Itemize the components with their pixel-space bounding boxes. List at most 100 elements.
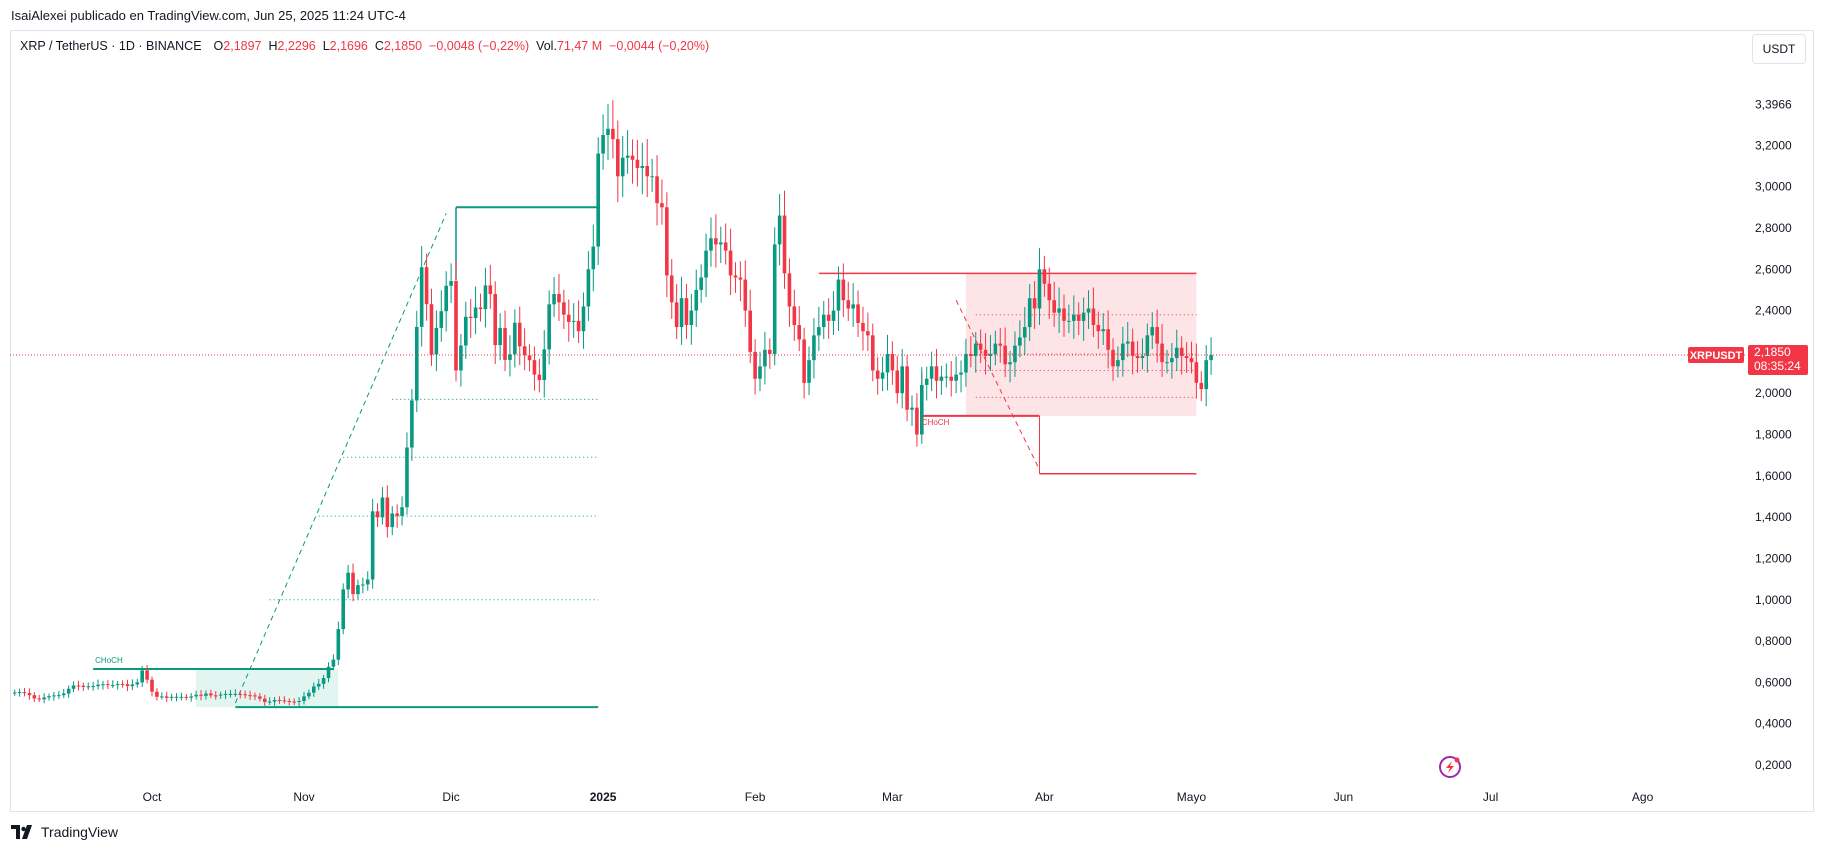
price-tick-label: 1,4000 (1755, 510, 1792, 524)
candle (1013, 331, 1017, 377)
candle-body (714, 238, 718, 245)
candle (262, 694, 267, 706)
candle (209, 689, 213, 699)
symbol-title[interactable]: XRP / TetherUS · 1D · BINANCE (20, 39, 202, 53)
candle-body (223, 693, 228, 695)
candle (1008, 351, 1012, 383)
candle-body (821, 314, 826, 328)
badge-symbol: XRPUSDT (1690, 350, 1743, 362)
candle-body (1179, 347, 1184, 357)
candle-body (532, 360, 537, 375)
candle-body (954, 374, 958, 381)
candle (493, 281, 498, 364)
time-tick-label: Ago (1632, 790, 1654, 804)
candle (71, 681, 76, 693)
candle-body (1150, 327, 1155, 336)
candle (204, 690, 208, 700)
candle-body (596, 153, 600, 247)
candle (973, 332, 978, 373)
lightning-bolt-icon[interactable] (1439, 756, 1461, 778)
candle-body (748, 310, 752, 352)
time-tick-label: Mar (882, 790, 903, 804)
candle-body (988, 353, 993, 357)
candle-body (620, 157, 625, 177)
candle-body (689, 310, 694, 326)
candle-body (537, 374, 542, 380)
candle-body (1091, 308, 1096, 326)
candle-body (782, 215, 787, 274)
time-tick-label: 2025 (590, 790, 617, 804)
candle (910, 395, 914, 426)
candle (728, 228, 733, 296)
candle-body (120, 684, 125, 686)
currency-button[interactable]: USDT (1752, 34, 1806, 64)
candle-body (1106, 329, 1110, 350)
candle (42, 693, 46, 704)
candle-body (1072, 314, 1076, 321)
candle-body (1160, 343, 1164, 363)
candle (498, 313, 502, 361)
price-tick-label: 3,0000 (1755, 180, 1792, 194)
candle-body (733, 275, 738, 278)
candle-body (787, 273, 792, 307)
candle (1135, 340, 1140, 373)
time-tick-label: Jun (1334, 790, 1353, 804)
volume-label: Vol. (536, 39, 557, 53)
candle (405, 432, 409, 515)
candle-body (262, 698, 267, 702)
candle-body (204, 693, 208, 696)
candle (312, 682, 316, 697)
tradingview-brand[interactable]: TradingView (11, 824, 118, 840)
candle-body (331, 659, 336, 667)
candle (248, 690, 252, 700)
candle (174, 693, 179, 702)
candle (772, 227, 777, 366)
candle (1052, 281, 1056, 327)
candle-body (655, 176, 659, 204)
candle (1174, 329, 1179, 372)
candle-body (292, 701, 296, 703)
candle-body (86, 686, 91, 688)
candle-body (444, 285, 448, 312)
candle-body (611, 128, 615, 140)
candle-body (71, 685, 76, 689)
candle (611, 100, 615, 159)
candle-body (370, 511, 375, 580)
candle-body (973, 343, 978, 357)
candle (900, 349, 904, 409)
candle (870, 323, 875, 382)
candle (880, 356, 885, 392)
candle-body (709, 238, 713, 251)
candle (1027, 284, 1032, 341)
candle (988, 334, 993, 371)
price-tick-label: 1,0000 (1755, 593, 1792, 607)
candle (27, 688, 32, 700)
candle-body (557, 294, 561, 303)
price-tick-label: 2,0000 (1755, 386, 1792, 400)
candle-body (307, 692, 311, 697)
candle-body (704, 250, 708, 278)
candle (130, 679, 135, 691)
candle-body (910, 407, 914, 410)
candle-body (542, 349, 547, 380)
candle (797, 306, 802, 352)
candle-body (213, 695, 218, 697)
candle (630, 139, 635, 184)
candle-body (601, 134, 605, 154)
candle-body (321, 678, 326, 684)
candle-body (96, 684, 100, 687)
candle-body (110, 685, 115, 687)
candle-body (22, 692, 27, 694)
candle (836, 266, 841, 331)
price-tick-label: 2,6000 (1755, 262, 1792, 276)
candle (929, 351, 934, 392)
candle-body (1194, 362, 1199, 383)
candle-body (743, 279, 748, 311)
candle (169, 693, 174, 702)
candle (184, 694, 189, 701)
candle (267, 697, 272, 706)
candle-body (1174, 347, 1179, 359)
candle-body (527, 355, 532, 361)
price-chart[interactable]: 0,2000 0,4000 0,6000 0,8000 1,0000 1,2000 1,40… (0, 0, 1826, 812)
candle (586, 251, 591, 321)
